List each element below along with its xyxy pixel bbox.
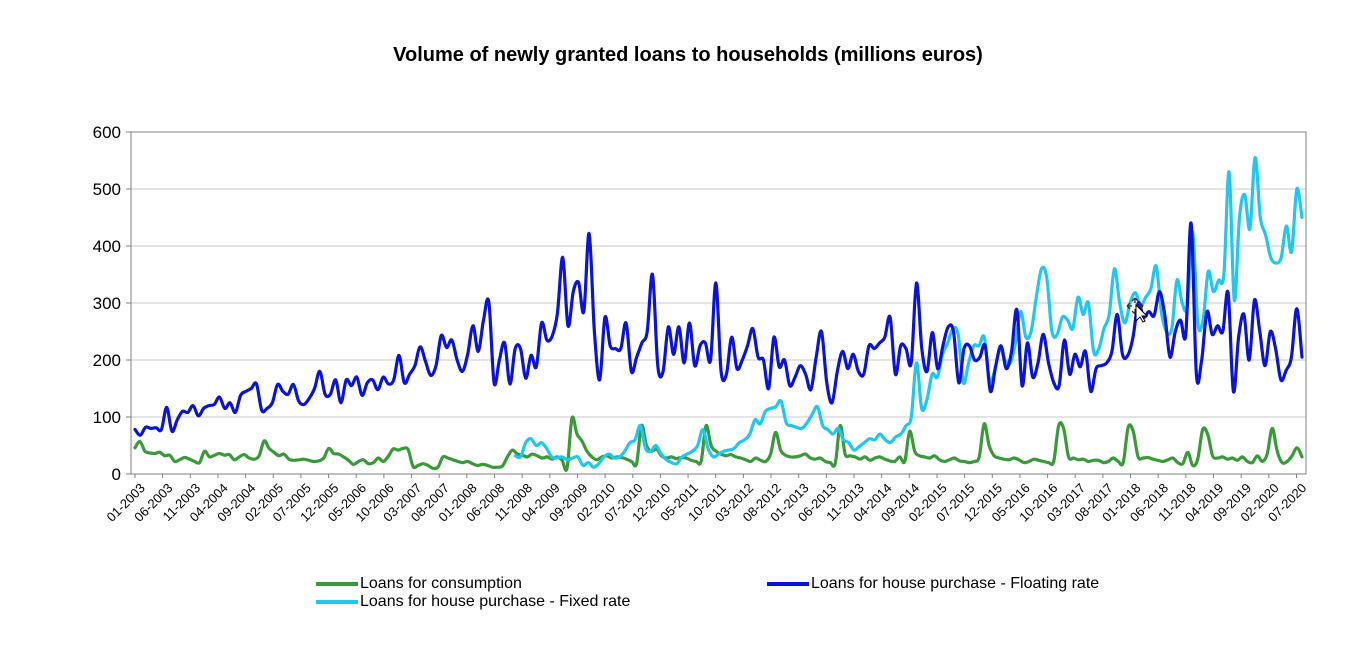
y-tick-label: 500	[93, 180, 121, 199]
series-lines	[133, 155, 1304, 472]
y-tick-label: 100	[93, 408, 121, 427]
legend-swatch-floating	[767, 582, 809, 586]
legend-item-floating: Loans for house purchase - Floating rate	[767, 575, 1099, 593]
legend-item-consumption: Loans for consumption	[316, 575, 522, 593]
series-line-loans-for-house-purchase-fixed-rate	[513, 155, 1304, 469]
legend-label-floating: Loans for house purchase - Floating rate	[811, 575, 1100, 592]
legend-label-consumption: Loans for consumption	[360, 575, 522, 592]
series-line-loans-for-house-purchase-floating-rate	[133, 221, 1304, 437]
x-axis-ticks: 01-200306-200311-200304-200409-200402-20…	[104, 474, 1309, 525]
chart-title: Volume of newly granted loans to househo…	[393, 44, 983, 66]
series-line-loans-for-consumption	[133, 415, 1304, 472]
y-tick-label: 0	[112, 465, 121, 484]
y-tick-label: 300	[93, 294, 121, 313]
legend-label-fixed: Loans for house purchase - Fixed rate	[360, 593, 631, 610]
y-tick-label: 200	[93, 351, 121, 370]
legend-swatch-fixed	[316, 600, 358, 604]
y-tick-label: 400	[93, 237, 121, 256]
y-tick-label: 600	[93, 123, 121, 142]
legend-item-fixed: Loans for house purchase - Fixed rate	[316, 593, 630, 611]
y-axis-ticks: 0 100 200 300 400 500 600	[93, 123, 131, 484]
legend-swatch-consumption	[316, 582, 358, 586]
move-cursor-icon	[1126, 297, 1148, 323]
plot-area-frame	[130, 131, 1307, 475]
